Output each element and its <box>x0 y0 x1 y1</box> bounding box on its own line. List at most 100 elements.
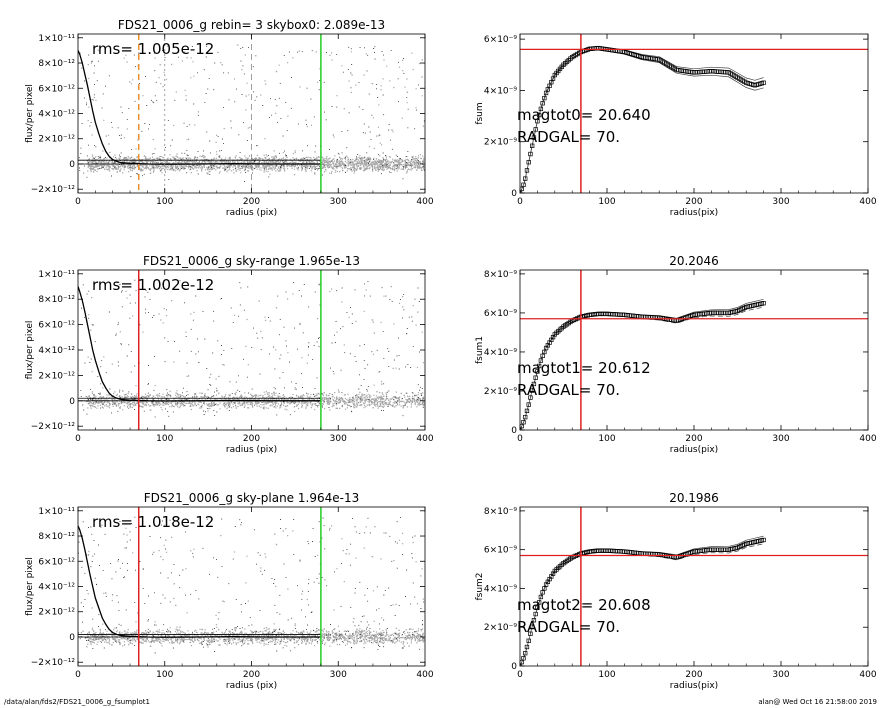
y-tick-label: 6×10⁻¹² <box>38 321 75 331</box>
curve-marker <box>526 402 531 407</box>
x-tick-label: 400 <box>859 670 876 680</box>
footer-path: /data/alan/fds2/FDS21_0006_g_fsumplot1 <box>4 698 150 706</box>
x-tick-label: 0 <box>75 434 81 444</box>
y-tick-label: 4×10⁻⁹ <box>484 584 517 594</box>
curve-marker <box>761 537 766 543</box>
curve-marker <box>533 375 538 380</box>
radgal-annotation: RADGAL= 70. <box>517 128 620 146</box>
curve-marker <box>535 605 540 610</box>
x-tick-label: 0 <box>517 197 523 207</box>
curve-marker <box>535 369 540 374</box>
curve-marker <box>523 651 528 656</box>
plot-frame <box>519 506 869 667</box>
y-axis-label: fsum <box>475 102 485 124</box>
chart-p5: 0 100 200 300 400 −2×10⁻¹² 0 2×10⁻¹² 4×10⁻¹² 6×10… <box>25 491 434 691</box>
curve-markers <box>520 301 766 430</box>
curve-marker <box>538 358 544 363</box>
chart-p3: 0 100 200 300 400 −2×10⁻¹² 0 2×10⁻¹² 4×10⁻¹² 6×10… <box>25 254 434 455</box>
curve-marker <box>530 143 535 148</box>
scatter-points <box>80 279 425 418</box>
magtot-annotation: magtot2= 20.608 <box>517 596 651 614</box>
x-axis-label: radius (pix) <box>226 445 277 455</box>
radial-profile-line <box>78 286 321 402</box>
curve-marker <box>520 186 524 192</box>
y-tick-label: −2×10⁻¹² <box>31 185 76 195</box>
y-tick-label: 2×10⁻¹² <box>38 608 75 618</box>
chart-title: 20.2046 <box>669 254 719 268</box>
curve-marker <box>521 656 526 661</box>
y-tick-label: 8×10⁻¹² <box>38 59 75 69</box>
curve-marker <box>533 127 538 132</box>
y-tick-label: 2×10⁻⁹ <box>484 138 517 148</box>
chart-p2: 0 100 200 300 400 0 2×10⁻⁹ 4×10⁻⁹ 6×10⁻⁹ radius(p… <box>475 33 877 218</box>
curve-marker <box>761 80 766 85</box>
x-tick-label: 0 <box>517 434 523 444</box>
x-tick-label: 0 <box>517 670 523 680</box>
curve-marker <box>528 151 533 157</box>
y-tick-label: 2×10⁻¹² <box>38 371 75 381</box>
y-tick-label: 8×10⁻¹² <box>38 295 75 305</box>
radgal-annotation: RADGAL= 70. <box>517 618 620 636</box>
y-tick-label: 0 <box>69 397 75 407</box>
y-tick-label: 4×10⁻¹² <box>38 110 75 120</box>
rms-annotation: rms= 1.005e-12 <box>92 40 214 58</box>
x-tick-label: 400 <box>859 197 876 207</box>
curve-marker <box>533 611 538 617</box>
x-tick-label: 200 <box>685 670 702 680</box>
y-tick-label: 0 <box>511 662 517 672</box>
radgal-annotation: RADGAL= 70. <box>517 381 620 399</box>
curve-marker <box>530 624 535 629</box>
x-tick-label: 200 <box>243 434 260 444</box>
x-tick-label: 100 <box>156 197 173 207</box>
plot-area <box>520 507 868 666</box>
curve-marker <box>535 119 540 124</box>
x-axis-label: radius(pix) <box>670 445 718 455</box>
x-axis-label: radius (pix) <box>226 208 277 218</box>
y-tick-label: 6×10⁻¹² <box>38 557 75 567</box>
x-axis-label: radius(pix) <box>670 681 718 691</box>
x-tick-label: 0 <box>75 197 81 207</box>
y-axis-label: flux/per pixel <box>25 321 35 380</box>
x-tick-label: 400 <box>416 434 433 444</box>
chart-p1: 0 100 200 300 400 −2×10⁻¹² 0 2×10⁻¹² 4×10⁻¹² 6×10… <box>25 18 434 218</box>
x-tick-label: 200 <box>243 197 260 207</box>
curve-marker <box>523 414 528 420</box>
curve-marker <box>538 106 544 112</box>
curve-marker <box>528 631 533 636</box>
y-tick-label: 2×10⁻¹² <box>38 135 75 145</box>
curve-marker <box>531 381 537 387</box>
chart-title: 20.1986 <box>669 491 719 505</box>
y-tick-label: 4×10⁻¹² <box>38 583 75 593</box>
x-tick-label: 300 <box>330 670 347 680</box>
x-tick-label: 400 <box>416 670 433 680</box>
y-tick-label: 1×10⁻¹¹ <box>38 270 75 280</box>
curve-marker <box>524 644 530 650</box>
y-tick-label: 1×10⁻¹¹ <box>38 507 75 517</box>
radial-profile-line <box>78 50 321 165</box>
curve-marker <box>521 182 526 187</box>
plot-area <box>78 34 425 193</box>
y-tick-label: 6×10⁻⁹ <box>484 546 517 556</box>
curve-marker <box>761 301 766 306</box>
x-tick-label: 300 <box>772 197 789 207</box>
x-axis-label: radius (pix) <box>226 681 277 691</box>
curve-marker <box>538 594 544 600</box>
x-tick-label: 400 <box>859 434 876 444</box>
scatter-points <box>78 516 425 654</box>
y-tick-label: 0 <box>69 633 75 643</box>
y-tick-label: 0 <box>511 189 517 199</box>
curve-marker <box>526 160 531 165</box>
x-tick-label: 200 <box>685 434 702 444</box>
chart-p6: 0 100 200 300 400 0 2×10⁻⁹ 4×10⁻⁹ 6×10⁻⁹ 8×10⁻⁹ ra… <box>475 491 877 691</box>
x-tick-label: 100 <box>598 197 615 207</box>
y-tick-label: 0 <box>69 160 75 170</box>
plot-area <box>78 507 425 666</box>
x-tick-label: 100 <box>598 670 615 680</box>
x-tick-label: 200 <box>685 197 702 207</box>
x-tick-label: 300 <box>330 197 347 207</box>
chart-p4: 0 100 200 300 400 0 2×10⁻⁹ 4×10⁻⁹ 6×10⁻⁹ 8×10⁻⁹ ra… <box>475 254 877 455</box>
plot-area <box>520 34 868 193</box>
y-tick-label: −2×10⁻¹² <box>31 422 76 432</box>
rms-annotation: rms= 1.018e-12 <box>92 513 214 531</box>
